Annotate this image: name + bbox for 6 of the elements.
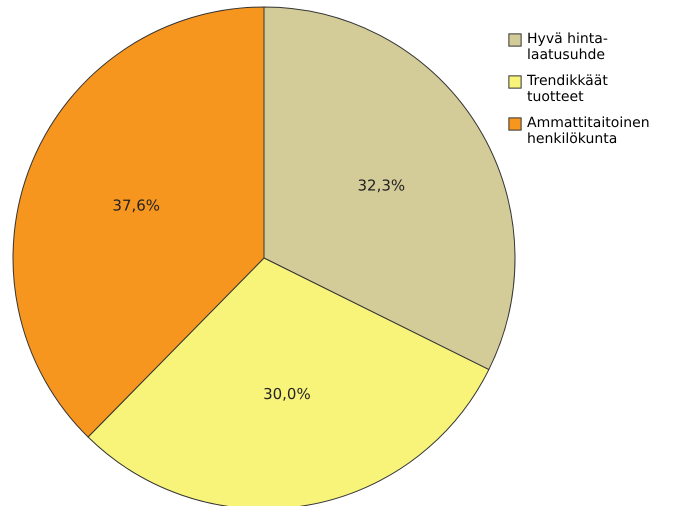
legend-label: Trendikkäät tuotteet <box>526 73 608 105</box>
data-label: 30,0% <box>263 385 311 404</box>
legend-label: Hyvä hinta-laatusuhde <box>527 31 608 63</box>
data-label: 32,3% <box>357 176 406 194</box>
data-label: 37,6% <box>112 196 160 215</box>
legend-label: Ammattitaitoinen henkilökunta <box>527 115 650 147</box>
